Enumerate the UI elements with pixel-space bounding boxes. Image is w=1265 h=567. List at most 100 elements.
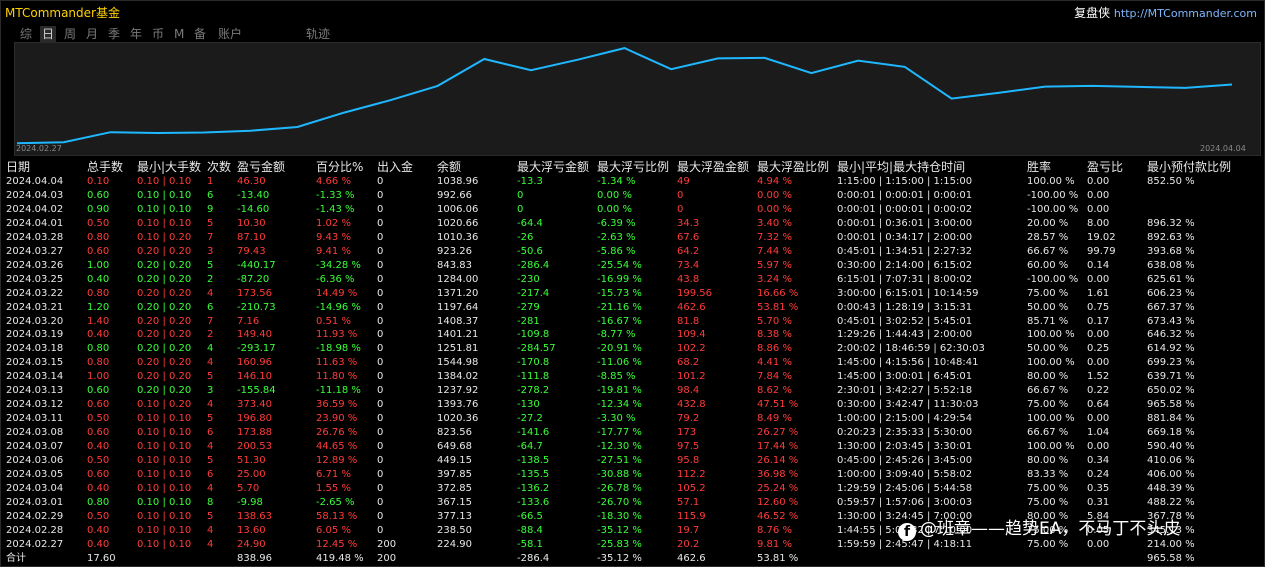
table-cell: -13.3 <box>517 176 543 187</box>
table-row[interactable]: 2024.03.21 1.20 0.20 | 0.20 6 -210.73 -14.96 … <box>6 301 1237 315</box>
table-row[interactable]: 2024.02.27 0.40 0.10 | 0.10 4 24.90 12.45 % 20… <box>6 538 1237 552</box>
table-cell: -16.99 % <box>597 273 642 285</box>
column-header[interactable]: 最大浮盈金额 <box>677 160 750 174</box>
column-header[interactable]: 盈亏金额 <box>237 160 286 174</box>
table-cell: 98.4 <box>677 385 700 397</box>
table-row[interactable]: 2024.03.18 0.80 0.20 | 0.20 4 -293.17 -18.98 … <box>6 342 1237 356</box>
table-cell: 372.85 <box>437 482 472 494</box>
table-row[interactable]: 2024.04.01 0.50 0.10 | 0.10 5 10.30 1.02 % 0 10… <box>6 217 1237 231</box>
table-cell: 843.83 <box>437 259 472 271</box>
tab-5[interactable]: 年 <box>130 27 143 41</box>
tab-2[interactable]: 周 <box>64 27 77 41</box>
column-header[interactable]: 日期 <box>6 160 31 174</box>
tab-7[interactable]: M <box>174 27 185 41</box>
site-link[interactable]: http://MTCommander.com <box>1113 7 1257 20</box>
table-row[interactable]: 2024.03.26 1.00 0.20 | 0.20 5 -440.17 -34.28 … <box>6 259 1237 273</box>
table-row[interactable]: 2024.03.01 0.80 0.10 | 0.10 8 -9.98 -2.65 % 0 3… <box>6 496 1237 510</box>
table-cell: 2024.03.04 <box>6 482 64 494</box>
table-row[interactable]: 2024.03.12 0.60 0.10 | 0.20 4 373.40 36.59 % 0… <box>6 398 1237 412</box>
tab-0[interactable]: 综 <box>20 27 33 41</box>
table-cell: 46.30 <box>237 176 266 187</box>
table-cell: -21.16 % <box>597 301 642 313</box>
column-header[interactable]: 总手数 <box>87 160 124 174</box>
table-cell: -109.8 <box>517 329 550 341</box>
table-row[interactable]: 2024.03.04 0.40 0.10 | 0.10 4 5.70 1.55 % 0 372… <box>6 482 1237 496</box>
table-cell: 2:00:02 | 18:46:59 | 62:30:03 <box>837 343 985 355</box>
table-cell: 4 <box>207 538 214 550</box>
table-cell: 36.98 % <box>757 469 799 481</box>
table-cell: 1.52 <box>1087 371 1110 383</box>
table-cell: 0.10 | 0.10 <box>137 217 192 229</box>
tab-8[interactable]: 备 <box>194 27 207 41</box>
table-row[interactable]: 2024.03.07 0.40 0.10 | 0.10 4 200.53 44.65 % 0… <box>6 440 1237 454</box>
table-cell: 669.18 % <box>1147 427 1195 439</box>
column-header[interactable]: 胜率 <box>1027 160 1052 174</box>
column-header[interactable]: 最小|大手数 <box>137 160 202 174</box>
table-cell: 0.10 | 0.10 <box>137 427 192 439</box>
tab-9[interactable]: 账户 <box>218 27 243 41</box>
table-cell: 5.70 <box>237 482 260 494</box>
column-header[interactable]: 最小预付款比例 <box>1147 160 1232 174</box>
table-row[interactable]: 2024.03.14 1.00 0.20 | 0.20 5 146.10 11.80 % 0… <box>6 370 1237 384</box>
column-header[interactable]: 次数 <box>207 160 232 174</box>
table-row[interactable]: 2024.03.28 0.80 0.10 | 0.20 7 87.10 9.43 % 0 10… <box>6 231 1237 245</box>
table-row[interactable]: 2024.04.04 0.10 0.10 | 0.10 1 46.30 4.66 % 0 10… <box>6 175 1237 189</box>
table-cell: -279 <box>517 301 540 313</box>
column-header[interactable]: 最大浮盈比例 <box>757 160 830 174</box>
column-header[interactable]: 最大浮亏比例 <box>597 160 670 174</box>
column-header[interactable]: 余额 <box>437 160 462 174</box>
table-cell: -111.8 <box>517 371 550 383</box>
table-cell: 4 <box>207 357 214 369</box>
table-row[interactable]: 2024.02.29 0.50 0.10 | 0.10 5 138.63 58.13 % 0… <box>6 510 1237 524</box>
tab-10[interactable]: 轨迹 <box>306 27 331 41</box>
table-row[interactable]: 2024.04.03 0.60 0.10 | 0.10 6 -13.40 -1.33 % 0… <box>6 189 1237 203</box>
table-cell: 852.50 % <box>1147 176 1195 187</box>
table-row[interactable]: 2024.03.19 0.40 0.20 | 0.20 2 149.40 11.93 % 0… <box>6 328 1237 342</box>
table-cell: 892.63 % <box>1147 231 1195 243</box>
total-cell <box>137 552 207 566</box>
table-cell: -26.70 % <box>597 496 642 508</box>
column-header[interactable]: 百分比% <box>316 160 364 174</box>
table-row[interactable]: 2024.03.08 0.60 0.10 | 0.10 6 173.88 26.76 % 0… <box>6 426 1237 440</box>
table-cell: 1:30:00 | 3:24:45 | 7:00:00 <box>837 510 973 522</box>
table-cell: 2024.04.04 <box>6 176 64 187</box>
table-cell: 638.08 % <box>1147 259 1195 271</box>
table-row[interactable]: 2024.03.15 0.80 0.20 | 0.20 4 160.96 11.63 % 0… <box>6 356 1237 370</box>
table-row[interactable]: 2024.03.13 0.60 0.20 | 0.20 3 -155.84 -11.18 … <box>6 384 1237 398</box>
tab-4[interactable]: 季 <box>108 27 121 41</box>
tab-3[interactable]: 月 <box>86 27 99 41</box>
tab-1[interactable]: 日 <box>40 26 57 42</box>
table-row[interactable]: 2024.03.11 0.50 0.10 | 0.10 5 196.80 23.90 % 0… <box>6 412 1237 426</box>
table-cell: 67.6 <box>677 231 700 243</box>
table-row[interactable]: 2024.03.25 0.40 0.20 | 0.20 2 -87.20 -6.36 % 0… <box>6 273 1237 287</box>
table-cell: 8.76 % <box>757 524 792 536</box>
table-cell: 0.00 <box>1087 538 1110 550</box>
table-cell: 1544.98 <box>437 357 479 369</box>
table-cell: 9.41 % <box>316 245 351 257</box>
column-header[interactable]: 最大浮亏金额 <box>517 160 590 174</box>
column-header[interactable]: 最小|平均|最大持仓时间 <box>837 160 966 174</box>
tab-6[interactable]: 币 <box>152 27 165 41</box>
balance-chart <box>14 42 1261 156</box>
table-cell: 173.88 <box>237 427 272 439</box>
total-cell: 838.96 <box>237 552 272 564</box>
table-cell: -14.60 <box>237 203 270 215</box>
table-cell: 24.90 <box>237 538 266 550</box>
table-cell: -210.73 <box>237 301 276 313</box>
table-row[interactable]: 2024.03.20 1.40 0.20 | 0.20 7 7.16 0.51 % 0 140… <box>6 315 1237 329</box>
table-row[interactable]: 2024.03.27 0.60 0.20 | 0.20 3 79.43 9.41 % 0 92… <box>6 245 1237 259</box>
column-header[interactable]: 盈亏比 <box>1087 160 1124 174</box>
table-cell: 0.00 % <box>597 189 632 201</box>
column-header[interactable]: 出入金 <box>377 160 414 174</box>
table-row[interactable]: 2024.03.05 0.60 0.10 | 0.10 6 25.00 6.71 % 0 39… <box>6 468 1237 482</box>
table-cell: -19.81 % <box>597 385 642 397</box>
table-cell: 0 <box>377 203 384 215</box>
table-row[interactable]: 2024.04.02 0.90 0.10 | 0.10 9 -14.60 -1.43 % 0… <box>6 203 1237 217</box>
table-cell: -6.39 % <box>597 217 636 229</box>
table-cell: 4 <box>207 482 214 494</box>
table-cell: -1.34 % <box>597 176 636 187</box>
table-row[interactable]: 2024.03.06 0.50 0.10 | 0.10 5 51.30 12.89 % 0 4… <box>6 454 1237 468</box>
table-cell: 1:00:00 | 2:15:00 | 4:29:54 <box>837 413 973 425</box>
watermark: f @班章——趋势EA，不马丁不头皮 <box>898 514 1180 541</box>
table-row[interactable]: 2024.03.22 0.80 0.20 | 0.20 4 173.56 14.49 % 0… <box>6 287 1237 301</box>
